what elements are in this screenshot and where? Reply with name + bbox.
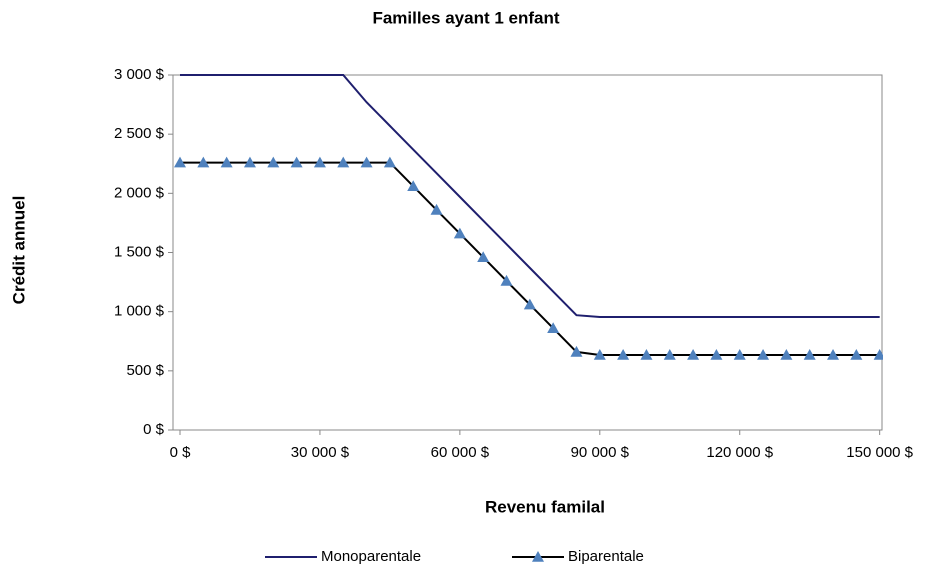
x-tick-label: 30 000 $ [291,444,350,461]
series-marker [360,156,373,168]
series-marker [523,298,536,310]
series-marker [710,348,723,360]
series-marker [803,348,816,360]
series-marker [757,348,770,360]
series-marker [430,203,443,215]
series-marker [243,156,256,168]
series-marker [220,156,233,168]
y-tick-label: 2 000 $ [114,184,165,201]
series-marker [617,348,630,360]
series-marker [407,180,420,192]
series-marker [500,274,513,286]
y-tick-label: 1 500 $ [114,243,165,260]
x-tick-label: 90 000 $ [571,444,630,461]
series-marker [593,348,606,360]
chart-title: Familles ayant 1 enfant [372,8,559,27]
series-marker [780,348,793,360]
series-marker [570,345,583,357]
x-tick-label: 0 $ [170,444,192,461]
legend-marker [532,551,544,562]
y-axis-title: Crédit annuel [9,196,28,305]
x-tick-label: 60 000 $ [431,444,490,461]
legend-label: Biparentale [568,548,644,565]
series-marker [733,348,746,360]
series-marker [477,251,490,263]
x-axis-title: Revenu familal [485,497,605,516]
y-tick-label: 1 000 $ [114,303,165,320]
series-marker [337,156,350,168]
series-marker [197,156,210,168]
series-marker [290,156,303,168]
y-tick-label: 2 500 $ [114,125,165,142]
y-tick-label: 500 $ [126,362,164,379]
series-marker [267,156,280,168]
series-marker [850,348,863,360]
series-marker [313,156,326,168]
series-line [179,161,880,356]
plot-series [173,74,883,360]
series-marker [827,348,840,360]
series-marker [547,322,560,334]
series-marker [663,348,676,360]
series-marker [873,348,883,360]
plot-area [172,74,883,431]
y-tick-label: 3 000 $ [114,66,165,83]
series-marker [173,156,186,168]
series-marker [453,227,466,239]
series-marker [640,348,653,360]
series-marker [687,348,700,360]
series-line [179,74,880,318]
x-tick-label: 120 000 $ [706,444,773,461]
y-tick-label: 0 $ [143,421,165,438]
x-tick-label: 150 000 $ [846,444,913,461]
series-marker [383,156,396,168]
legend-label: Monoparentale [321,548,421,565]
